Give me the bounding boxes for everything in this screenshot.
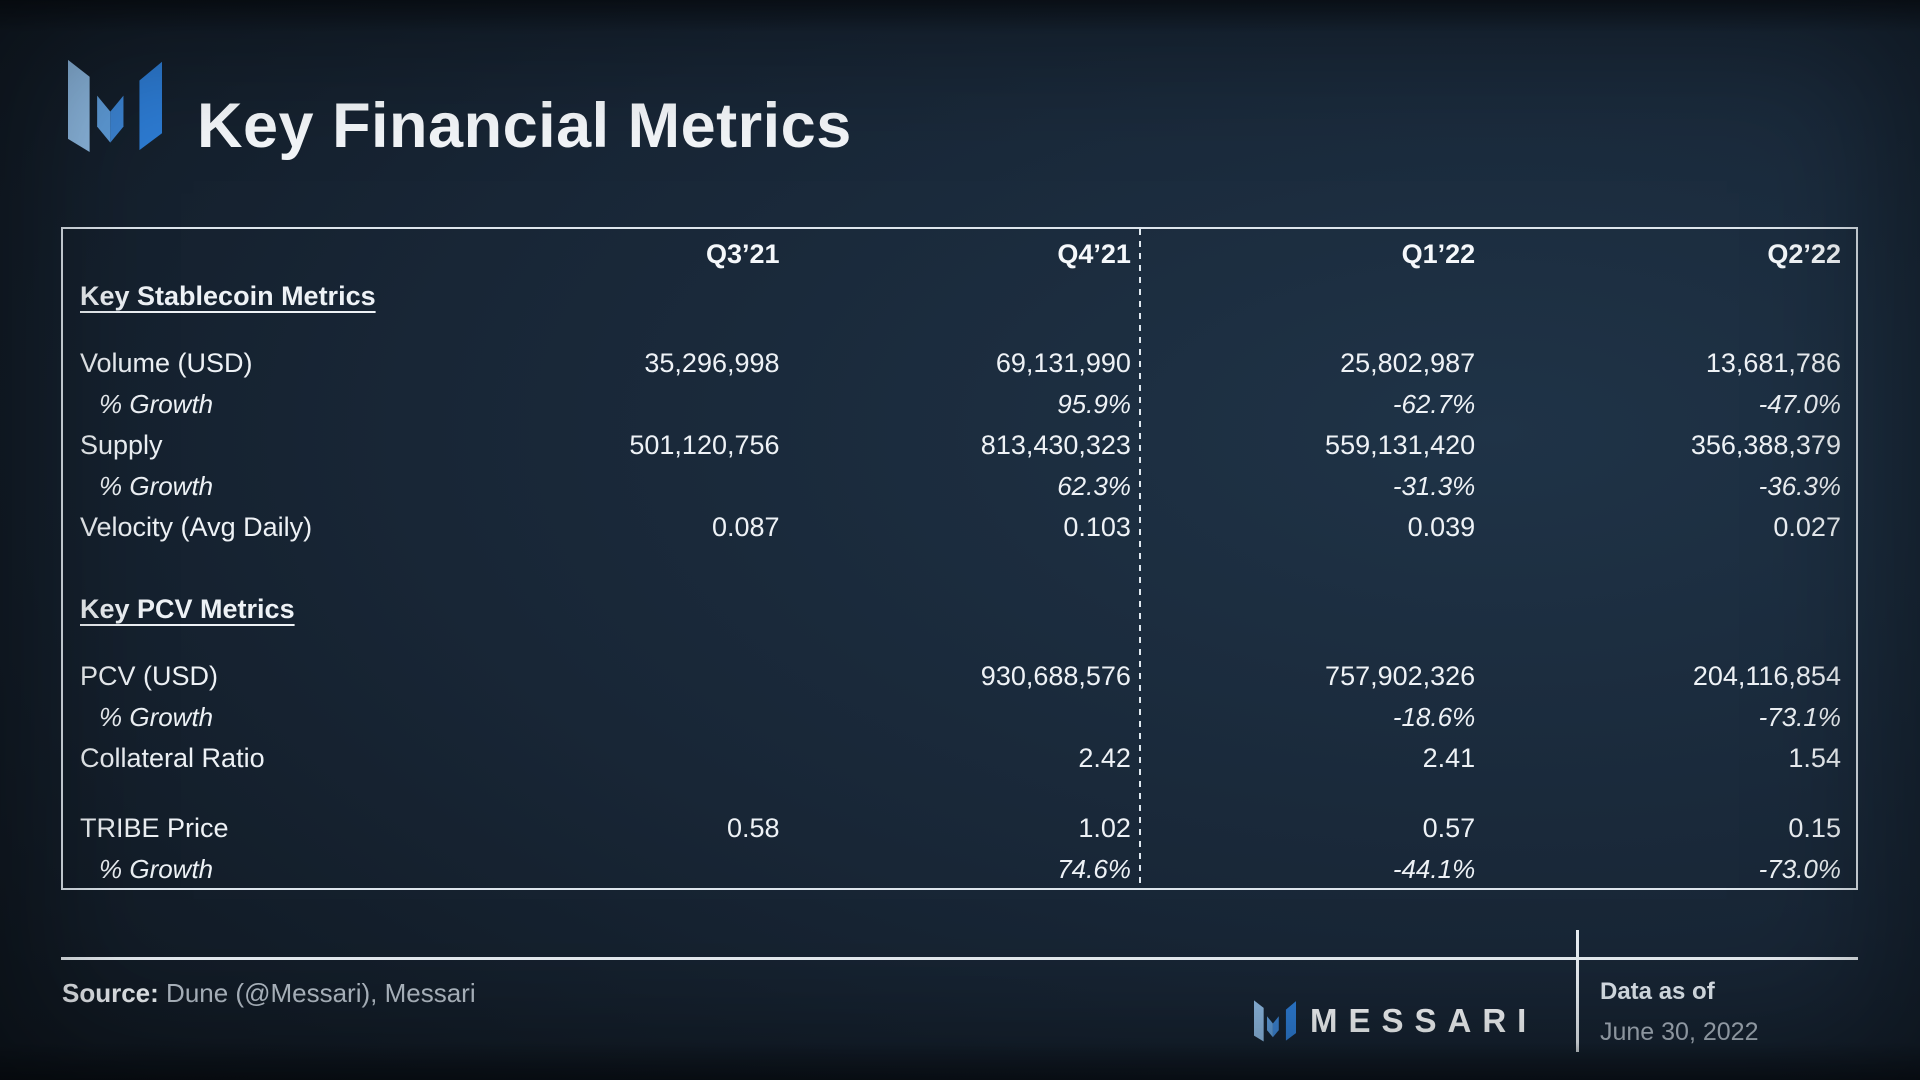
messari-logo-icon [68,59,162,152]
cell-value: 930,688,576 [980,661,1131,691]
column-header: Q3’21 [705,239,780,269]
footer-brand: MESSARI [1254,999,1537,1042]
cell-value: 501,120,756 [629,430,780,460]
table-row: % Growth 74.6% -44.1% -73.0% [63,849,1856,890]
cell-value: 757,902,326 [1325,661,1476,691]
section-heading: Key Stablecoin Metrics [63,281,457,312]
footer-rule [61,957,1858,960]
table-row: % Growth 95.9% -62.7% -47.0% [63,384,1856,425]
footer-divider [1576,930,1579,1052]
table-row: Velocity (Avg Daily) 0.087 0.103 0.039 0.027 [63,507,1856,548]
cell-value: -62.7% [1392,389,1476,419]
cell-value: 1.02 [1078,813,1131,843]
source-label: Source: [62,978,159,1008]
cell-value: 2.42 [1078,743,1131,773]
messari-wordmark: MESSARI [1310,1002,1538,1039]
cell-value: -31.3% [1392,471,1476,501]
cell-value: -47.0% [1758,389,1841,419]
cell-value: 559,131,420 [1325,430,1476,460]
section-heading-text: Key PCV Metrics [80,594,295,624]
column-header: Q2’22 [1767,239,1841,269]
cell-value: 0.103 [1063,512,1131,542]
cell-value: 204,116,854 [1692,661,1841,691]
table-row: Key Stablecoin Metrics [63,276,1856,317]
messari-logo-icon [1254,1000,1296,1042]
table-row: Volume (USD) 35,296,998 69,131,990 25,802,9… [63,343,1856,384]
table-row: PCV (USD) 930,688,576 757,902,326 204,116,8… [63,656,1856,697]
row-label: Velocity (Avg Daily) [80,512,313,542]
table-row: Q3’21 Q4’21 Q1’22 Q2’22 [63,234,1856,275]
cell-value: 0.087 [711,512,780,542]
row-label: TRIBE Price [80,813,229,843]
cell-value: -18.6% [1392,702,1476,732]
cell-value: 62.3% [1057,471,1131,501]
cell-value: -73.1% [1758,702,1841,732]
table-row: % Growth 62.3% -31.3% -36.3% [63,466,1856,507]
cell-value: 25,802,987 [1340,348,1476,378]
row-label: Supply [80,430,163,460]
cell-value: 0.039 [1407,512,1476,542]
row-label: Volume (USD) [80,348,253,378]
row-label: % Growth [99,389,214,419]
column-divider-dashed [1138,229,1141,888]
cell-value: 356,388,379 [1690,430,1841,460]
cell-value: 35,296,998 [644,348,780,378]
data-as-of-date: June 30, 2022 [1600,1018,1759,1046]
cell-value: 0.027 [1773,512,1841,542]
cell-value: 13,681,786 [1705,348,1841,378]
row-label: % Growth [99,702,214,732]
data-as-of-label: Data as of [1600,978,1715,1005]
table-row: % Growth -18.6% -73.1% [63,697,1856,738]
source-note: Source: Dune (@Messari), Messari [62,978,476,1009]
section-heading: Key PCV Metrics [63,594,457,625]
cell-value: 74.6% [1057,854,1131,884]
cell-value: 0.15 [1788,813,1841,843]
row-label: % Growth [99,471,214,501]
cell-value: 0.58 [726,813,780,843]
cell-value: -36.3% [1758,471,1841,501]
column-header: Q1’22 [1401,239,1476,269]
source-text: Dune (@Messari), Messari [166,978,476,1008]
cell-value: 2.41 [1422,743,1476,773]
cell-value: 69,131,990 [995,348,1131,378]
cell-value: 0.57 [1422,813,1476,843]
cell-value: 95.9% [1057,389,1131,419]
table-row: Supply 501,120,756 813,430,323 559,131,420 3… [63,425,1856,466]
cell-value: 1.54 [1788,743,1841,773]
row-label: PCV (USD) [80,661,219,691]
row-label: % Growth [99,854,214,884]
cell-value: -44.1% [1392,854,1476,884]
column-header: Q4’21 [1057,239,1131,269]
cell-value: -73.0% [1758,854,1841,884]
page-title: Key Financial Metrics [197,91,852,161]
table-row: TRIBE Price 0.58 1.02 0.57 0.15 [63,808,1856,849]
section-heading-text: Key Stablecoin Metrics [80,281,376,311]
table-row: Key PCV Metrics [63,589,1856,630]
metrics-table: Q3’21 Q4’21 Q1’22 Q2’22 Key Stablecoin Metri… [61,227,1858,890]
cell-value: 813,430,323 [980,430,1131,460]
table-row: Collateral Ratio 2.42 2.41 1.54 [63,738,1856,779]
row-label: Collateral Ratio [80,743,265,773]
